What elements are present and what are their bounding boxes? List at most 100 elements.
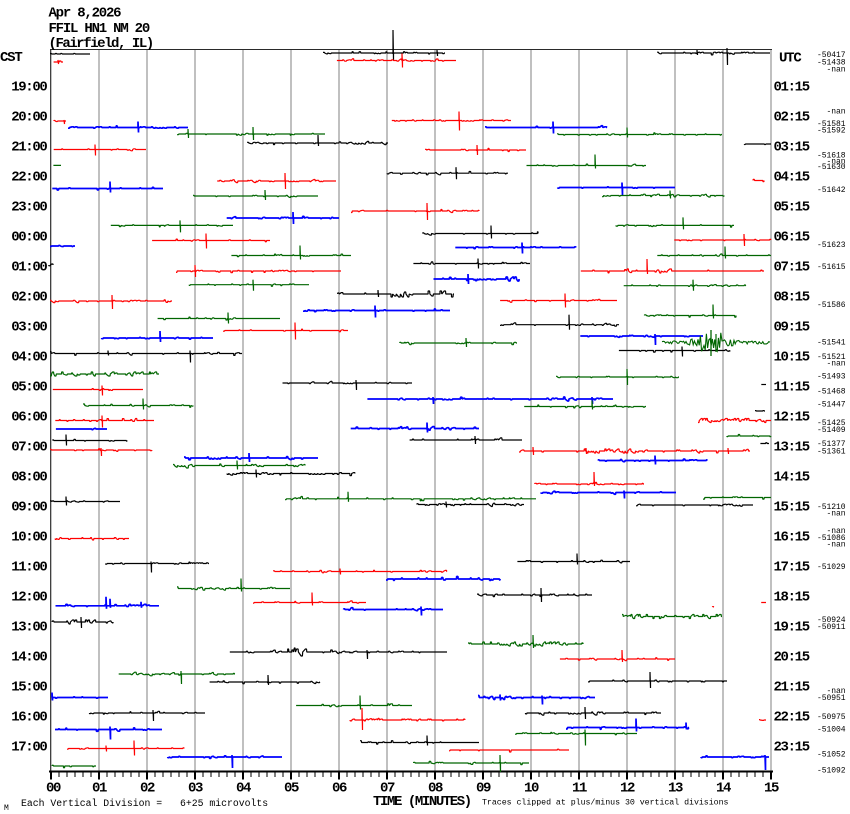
svg-text:22:00: 22:00 bbox=[11, 170, 47, 186]
svg-text:02: 02 bbox=[140, 781, 155, 797]
svg-text:-51210: -51210 bbox=[817, 503, 846, 512]
svg-text:00:00: 00:00 bbox=[11, 230, 47, 246]
svg-text:07: 07 bbox=[380, 781, 395, 797]
svg-text:-nan: -nan bbox=[826, 66, 845, 75]
svg-text:05:15: 05:15 bbox=[774, 200, 810, 216]
svg-text:UTC: UTC bbox=[779, 51, 802, 67]
svg-text:-51447: -51447 bbox=[817, 401, 846, 410]
svg-text:FFIL HN1 NM 20: FFIL HN1 NM 20 bbox=[49, 21, 150, 37]
svg-text:22:15: 22:15 bbox=[774, 710, 810, 726]
svg-text:11:15: 11:15 bbox=[774, 380, 810, 396]
svg-text:01:00: 01:00 bbox=[11, 260, 47, 276]
svg-text:-51618: -51618 bbox=[817, 152, 846, 161]
svg-text:08:00: 08:00 bbox=[11, 470, 47, 486]
svg-text:07:00: 07:00 bbox=[11, 440, 47, 456]
svg-text:-51086: -51086 bbox=[817, 534, 846, 543]
svg-text:12:00: 12:00 bbox=[11, 590, 47, 606]
svg-text:-51586: -51586 bbox=[817, 301, 846, 310]
svg-text:10:15: 10:15 bbox=[774, 350, 810, 366]
svg-text:01: 01 bbox=[92, 781, 107, 797]
svg-text:19:15: 19:15 bbox=[774, 620, 810, 636]
svg-text:-51592: -51592 bbox=[817, 127, 846, 136]
svg-text:15:15: 15:15 bbox=[774, 500, 810, 516]
svg-text:-51409: -51409 bbox=[817, 426, 846, 435]
svg-text:-51623: -51623 bbox=[817, 241, 846, 250]
svg-text:-50951: -50951 bbox=[817, 694, 846, 703]
svg-text:02:00: 02:00 bbox=[11, 290, 47, 306]
svg-text:-nan: -nan bbox=[826, 360, 845, 369]
svg-text:01:15: 01:15 bbox=[774, 80, 810, 96]
svg-text:09:00: 09:00 bbox=[11, 500, 47, 516]
svg-text:-51425: -51425 bbox=[817, 419, 846, 428]
svg-text:-51004: -51004 bbox=[817, 726, 846, 735]
svg-text:17:15: 17:15 bbox=[774, 560, 810, 576]
svg-text:CST: CST bbox=[0, 50, 22, 66]
svg-text:12:15: 12:15 bbox=[774, 410, 810, 426]
svg-text:13:15: 13:15 bbox=[774, 440, 810, 456]
svg-text:-51052: -51052 bbox=[817, 751, 846, 760]
svg-text:20:15: 20:15 bbox=[774, 650, 810, 666]
svg-text:00: 00 bbox=[46, 781, 61, 797]
svg-text:17:00: 17:00 bbox=[11, 740, 47, 756]
svg-text:14: 14 bbox=[716, 781, 731, 797]
svg-text:-51581: -51581 bbox=[817, 120, 846, 129]
svg-text:TIME (MINUTES): TIME (MINUTES) bbox=[373, 794, 471, 810]
svg-text:06:00: 06:00 bbox=[11, 410, 47, 426]
svg-text:16:15: 16:15 bbox=[774, 530, 810, 546]
svg-text:23:00: 23:00 bbox=[11, 200, 47, 216]
svg-text:-51493: -51493 bbox=[817, 373, 846, 382]
svg-text:10:00: 10:00 bbox=[11, 530, 47, 546]
svg-text:21:15: 21:15 bbox=[774, 680, 810, 696]
svg-text:21:00: 21:00 bbox=[11, 140, 47, 156]
svg-text:(Fairfield, IL): (Fairfield, IL) bbox=[49, 36, 153, 52]
svg-text:03:00: 03:00 bbox=[11, 320, 47, 336]
svg-text:-50975: -50975 bbox=[817, 713, 846, 722]
svg-text:04: 04 bbox=[236, 781, 251, 797]
svg-text:13:00: 13:00 bbox=[11, 620, 47, 636]
svg-text:6+25 microvolts: 6+25 microvolts bbox=[180, 798, 268, 809]
svg-text:-51468: -51468 bbox=[817, 388, 846, 397]
svg-text:03: 03 bbox=[188, 781, 203, 797]
svg-text:-51541: -51541 bbox=[817, 339, 846, 348]
svg-text:-50417: -50417 bbox=[817, 51, 846, 60]
svg-text:11:00: 11:00 bbox=[11, 560, 47, 576]
svg-text:-50911: -50911 bbox=[817, 623, 846, 632]
svg-text:-51092: -51092 bbox=[817, 767, 846, 776]
svg-text:-51361: -51361 bbox=[817, 448, 846, 457]
svg-text:14:15: 14:15 bbox=[774, 470, 810, 486]
svg-text:-51029: -51029 bbox=[817, 563, 846, 572]
svg-text:-51521: -51521 bbox=[817, 353, 846, 362]
svg-text:-51438: -51438 bbox=[817, 59, 846, 68]
svg-text:Each Vertical Division =: Each Vertical Division = bbox=[21, 798, 162, 809]
svg-text:-nan: -nan bbox=[826, 541, 845, 550]
svg-text:19:00: 19:00 bbox=[11, 80, 47, 96]
svg-text:20:00: 20:00 bbox=[11, 110, 47, 126]
svg-text:12: 12 bbox=[620, 781, 635, 797]
svg-text:08:15: 08:15 bbox=[774, 290, 810, 306]
svg-text:05:00: 05:00 bbox=[11, 380, 47, 396]
svg-text:-nan: -nan bbox=[826, 687, 845, 696]
svg-text:09: 09 bbox=[476, 781, 491, 797]
svg-text:04:00: 04:00 bbox=[11, 350, 47, 366]
svg-text:-51615: -51615 bbox=[817, 263, 846, 272]
svg-text:-51377: -51377 bbox=[817, 440, 846, 449]
svg-text:10: 10 bbox=[524, 781, 539, 797]
svg-text:13: 13 bbox=[668, 781, 683, 797]
svg-text:-51642: -51642 bbox=[817, 186, 846, 195]
svg-text:07:15: 07:15 bbox=[774, 260, 810, 276]
svg-text:06: 06 bbox=[332, 781, 347, 797]
svg-text:Apr 8,2026: Apr 8,2026 bbox=[49, 6, 122, 22]
svg-text:08: 08 bbox=[428, 781, 443, 797]
svg-text:-50924: -50924 bbox=[817, 616, 846, 625]
svg-text:04:15: 04:15 bbox=[774, 170, 810, 186]
svg-text:-nan: -nan bbox=[826, 158, 845, 167]
svg-text:Traces clipped at plus/minus 3: Traces clipped at plus/minus 30 vertical… bbox=[482, 798, 729, 808]
svg-text:14:00: 14:00 bbox=[11, 650, 47, 666]
svg-text:M: M bbox=[4, 804, 9, 813]
svg-text:09:15: 09:15 bbox=[774, 320, 810, 336]
svg-text:05: 05 bbox=[284, 781, 299, 797]
svg-text:02:15: 02:15 bbox=[774, 110, 810, 126]
svg-text:06:15: 06:15 bbox=[774, 230, 810, 246]
svg-text:03:15: 03:15 bbox=[774, 140, 810, 156]
svg-text:-nan: -nan bbox=[826, 510, 845, 519]
